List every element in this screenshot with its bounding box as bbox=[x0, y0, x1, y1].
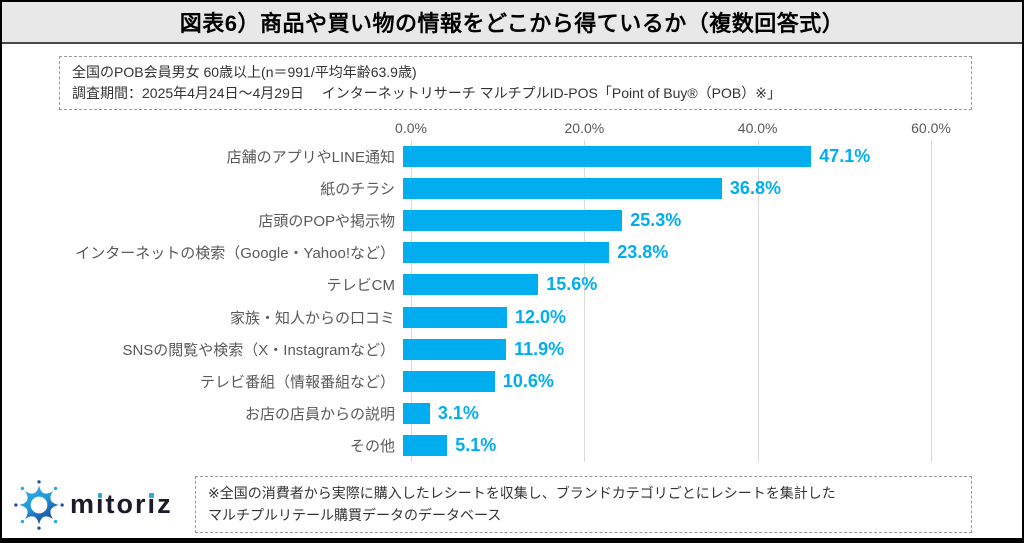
bar-value-label: 3.1% bbox=[437, 403, 479, 424]
x-tick-label: 20.0% bbox=[564, 120, 605, 136]
bar-row: テレビ番組（情報番組など） 10.6% bbox=[2, 365, 1022, 397]
category-label: 紙のチラシ bbox=[320, 180, 395, 198]
bar-rows: 店舗のアプリやLINE通知 47.1% 紙のチラシ 36.8% 店頭のPOPや掲… bbox=[2, 140, 1022, 462]
category-label: お店の店員からの説明 bbox=[244, 406, 395, 424]
x-tick-label: 40.0% bbox=[737, 120, 778, 136]
page-title: 図表6）商品や買い物の情報をどこから得ているか（複数回答式） bbox=[179, 11, 845, 36]
x-gridline bbox=[931, 140, 932, 462]
bar-area: 47.1% bbox=[403, 145, 923, 167]
bar-row: 店舗のアプリやLINE通知 47.1% bbox=[2, 140, 1022, 172]
bar bbox=[403, 338, 507, 360]
logo-letter: r bbox=[135, 489, 148, 520]
bar-area: 11.9% bbox=[403, 338, 923, 360]
bar bbox=[403, 177, 722, 199]
logo-letter: z bbox=[157, 489, 173, 520]
footer: mı torı z ※全国の消費者から実際に購入したレシートを収集し、ブランドカテゴ… bbox=[2, 475, 1022, 534]
bar-row: SNSの閲覧や検索（X・Instagramなど） 11.9% bbox=[2, 333, 1022, 365]
bar-row: 店頭のPOPや掲示物 25.3% bbox=[2, 204, 1022, 236]
bar-row: インターネットの検索（Google・Yahoo!など） 23.8% bbox=[2, 237, 1022, 269]
bar-value-label: 47.1% bbox=[819, 145, 871, 166]
footnote-box: ※全国の消費者から実際に購入したレシートを収集し、ブランドカテゴリごとにレシート… bbox=[195, 475, 972, 534]
bar-row: その他 5.1% bbox=[2, 430, 1022, 462]
bar bbox=[403, 403, 430, 425]
logo-letter: o bbox=[116, 489, 136, 520]
logo-letter-i: ı bbox=[96, 489, 106, 520]
bar-area: 3.1% bbox=[403, 403, 923, 425]
x-axis-ticks: 0.0% 20.0% 40.0% 60.0% bbox=[395, 120, 951, 140]
bar-value-label: 12.0% bbox=[515, 306, 567, 327]
bar-row: 紙のチラシ 36.8% bbox=[2, 172, 1022, 204]
category-label: インターネットの検索（Google・Yahoo!など） bbox=[75, 245, 395, 263]
title-bar: 図表6）商品や買い物の情報をどこから得ているか（複数回答式） bbox=[2, 2, 1022, 44]
bar bbox=[403, 306, 507, 328]
bar-row: 家族・知人からの口コミ 12.0% bbox=[2, 301, 1022, 333]
bar-area: 23.8% bbox=[403, 242, 923, 264]
logo-i-dot bbox=[97, 493, 103, 498]
bar-row: お店の店員からの説明 3.1% bbox=[2, 398, 1022, 430]
bar bbox=[403, 242, 610, 264]
x-tick-label: 0.0% bbox=[395, 120, 427, 136]
bar-area: 5.1% bbox=[403, 435, 923, 457]
bar-area: 15.6% bbox=[403, 274, 923, 296]
bar-area: 12.0% bbox=[403, 306, 923, 328]
x-gridline bbox=[584, 140, 586, 462]
bar-area: 25.3% bbox=[403, 209, 923, 231]
bar-area: 36.8% bbox=[403, 177, 923, 199]
bar-value-label: 23.8% bbox=[617, 242, 669, 263]
survey-info-box: 全国のPOB会員男女 60歳以上(n＝991/平均年齢63.9歳) 調査期間：2… bbox=[59, 56, 972, 110]
chart-plot-area: 店舗のアプリやLINE通知 47.1% 紙のチラシ 36.8% 店頭のPOPや掲… bbox=[2, 140, 1022, 462]
logo-letter: t bbox=[105, 489, 117, 520]
bar-area: 10.6% bbox=[403, 370, 923, 392]
survey-info-line1: 全国のPOB会員男女 60歳以上(n＝991/平均年齢63.9歳) bbox=[72, 64, 417, 80]
category-label: テレビCM bbox=[326, 277, 395, 295]
category-label: SNSの閲覧や検索（X・Instagramなど） bbox=[122, 341, 395, 359]
footnote-line2: マルチプルリテール購買データのデータベース bbox=[208, 506, 502, 523]
bar-value-label: 5.1% bbox=[455, 435, 497, 456]
logo-letter-i: ı bbox=[147, 489, 158, 520]
bar bbox=[403, 370, 495, 392]
bar bbox=[403, 435, 448, 457]
bar-value-label: 36.8% bbox=[729, 177, 781, 198]
category-label: 店頭のPOPや掲示物 bbox=[258, 212, 395, 230]
x-tick-label: 60.0% bbox=[911, 120, 951, 136]
bar-value-label: 11.9% bbox=[514, 338, 565, 359]
category-label: その他 bbox=[349, 438, 395, 456]
category-label: 家族・知人からの口コミ bbox=[229, 309, 395, 327]
mitoriz-logo-text: mı torı z bbox=[70, 491, 173, 518]
category-label: テレビ番組（情報番組など） bbox=[199, 373, 395, 391]
category-label: 店舗のアプリやLINE通知 bbox=[226, 148, 395, 166]
gridlines bbox=[411, 140, 932, 462]
x-gridline bbox=[411, 140, 412, 462]
bar-value-label: 10.6% bbox=[502, 370, 554, 391]
bar bbox=[403, 274, 539, 296]
mitoriz-logo: mı torı z bbox=[14, 479, 195, 530]
bar bbox=[403, 209, 623, 231]
logo-letter: m bbox=[70, 489, 97, 520]
bar-value-label: 15.6% bbox=[546, 274, 598, 295]
bar-chart: 0.0% 20.0% 40.0% 60.0% 店舗のアプリやLINE通知 47.1% … bbox=[2, 120, 1022, 462]
bar-row: テレビCM 15.6% bbox=[2, 269, 1022, 301]
x-gridline bbox=[757, 140, 759, 462]
mitoriz-logo-icon bbox=[14, 479, 64, 530]
footnote-line1: ※全国の消費者から実際に購入したレシートを収集し、ブランドカテゴリごとにレシート… bbox=[208, 484, 836, 501]
logo-i-dot bbox=[149, 493, 154, 498]
bar-value-label: 25.3% bbox=[630, 209, 682, 230]
survey-info-line2: 調査期間：2025年4月24日～4月29日 インターネットリサーチ マルチプルI… bbox=[72, 85, 781, 101]
bar bbox=[403, 145, 812, 167]
